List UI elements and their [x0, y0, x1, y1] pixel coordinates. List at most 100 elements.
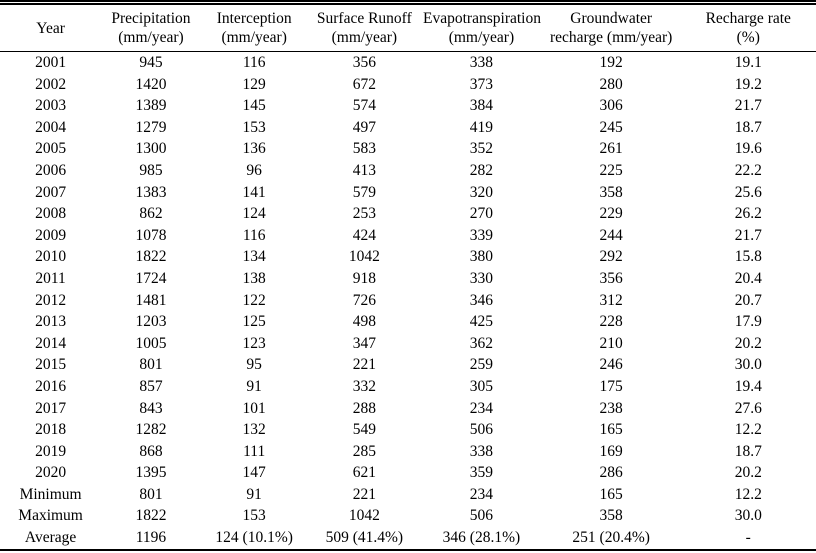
cell: 91: [246, 377, 262, 395]
column-header-recharge-rate: Recharge rate (%): [680, 2, 816, 52]
column-header-label: Surface Runoff: [316, 10, 412, 27]
row-label: 2008: [35, 205, 67, 223]
cell: 801: [139, 356, 163, 374]
row-label: 2014: [35, 334, 67, 352]
cell: 153: [242, 118, 266, 136]
cell: 579: [352, 183, 376, 201]
table-row-2020: 2020 1395 147 621 359 286 20.2: [0, 462, 816, 484]
cell: 234: [469, 485, 494, 503]
table-row-2017: 2017 843 101 288 234 238 27.6: [0, 398, 816, 420]
row-label: 2012: [35, 291, 67, 309]
table-row-2004: 2004 1279 153 497 419 245 18.7: [0, 117, 816, 139]
cell: 1383: [135, 183, 167, 201]
cell: 285: [352, 442, 376, 460]
cell: 111: [243, 442, 266, 460]
cell: 985: [139, 161, 163, 179]
cell: 26.2: [734, 205, 762, 223]
cell: 574: [352, 97, 376, 115]
cell: 918: [352, 269, 376, 287]
cell: 621: [352, 464, 376, 482]
cell: 384: [469, 97, 494, 115]
table-header: Year Precipitation (mm/year) Interception (m…: [0, 2, 816, 52]
cell: 726: [352, 291, 376, 309]
cell: 101: [242, 399, 266, 417]
column-header-evapotranspiration: Evapotranspiration (mm/year): [421, 2, 542, 52]
table-row-2019: 2019 868 111 285 338 169 18.7: [0, 441, 816, 463]
cell: 259: [469, 356, 494, 374]
cell: 1196: [135, 529, 167, 547]
cell: 138: [242, 269, 266, 287]
table-row-2015: 2015 801 95 221 259 246 30.0: [0, 354, 816, 376]
cell: 286: [599, 464, 623, 482]
row-label: 2013: [35, 313, 67, 331]
table-row-2012: 2012 1481 122 726 346 312 20.7: [0, 290, 816, 312]
cell: 147: [242, 464, 266, 482]
cell: 583: [352, 140, 376, 158]
row-label: 2006: [35, 161, 67, 179]
cell: 20.2: [734, 334, 762, 352]
cell: 312: [599, 291, 623, 309]
cell: 210: [599, 334, 623, 352]
cell: 358: [599, 183, 623, 201]
column-header-unit: recharge (mm/year): [549, 29, 673, 46]
row-label: 2011: [35, 269, 66, 287]
row-label: 2007: [35, 183, 67, 201]
cell: 1203: [135, 313, 167, 331]
cell: 509 (41.4%): [325, 529, 404, 547]
cell: 246: [599, 356, 623, 374]
row-label: 2020: [35, 464, 67, 482]
row-label: 2002: [35, 75, 67, 93]
cell: 306: [599, 97, 623, 115]
column-header-label: Recharge rate: [705, 10, 791, 27]
table-row-2007: 2007 1383 141 579 320 358 25.6: [0, 182, 816, 204]
table-row-2013: 2013 1203 125 498 425 228 17.9: [0, 311, 816, 333]
cell: 1300: [135, 140, 167, 158]
cell: 12.2: [734, 421, 762, 439]
table-row-average: Average 1196 124 (10.1%) 509 (41.4%) 346 (28…: [0, 527, 816, 550]
cell: 362: [469, 334, 494, 352]
cell: 153: [242, 507, 266, 525]
cell: 868: [139, 442, 163, 460]
cell: 251 (20.4%): [572, 529, 650, 547]
cell: 95: [246, 356, 262, 374]
cell: 169: [599, 442, 623, 460]
cell: 413: [352, 161, 376, 179]
cell: 122: [242, 291, 266, 309]
cell: 347: [352, 334, 376, 352]
column-header-unit: (mm/year): [331, 29, 398, 46]
table-row-2010: 2010 1822 134 1042 380 292 15.8: [0, 246, 816, 268]
cell: 330: [469, 269, 494, 287]
row-label: 2009: [35, 226, 67, 244]
cell: 1724: [135, 269, 167, 287]
column-header-label: Groundwater: [570, 10, 653, 27]
cell: 1042: [348, 248, 380, 266]
row-label: 2005: [35, 140, 67, 158]
cell: 261: [599, 140, 623, 158]
cell: 338: [469, 442, 494, 460]
cell: 1282: [135, 421, 167, 439]
cell: 221: [352, 485, 376, 503]
column-header-unit: (mm/year): [448, 29, 515, 46]
cell: 380: [469, 248, 494, 266]
cell: 123: [242, 334, 266, 352]
cell: 134: [242, 248, 266, 266]
cell: 228: [599, 313, 623, 331]
cell: 20.7: [734, 291, 762, 309]
table-row-2002: 2002 1420 129 672 373 280 19.2: [0, 74, 816, 96]
cell: 332: [352, 377, 376, 395]
cell: 498: [352, 313, 376, 331]
cell: 288: [352, 399, 376, 417]
cell: 22.2: [734, 161, 762, 179]
cell: 352: [469, 140, 494, 158]
cell: 245: [599, 118, 623, 136]
cell: 253: [352, 205, 376, 223]
cell: 280: [599, 75, 623, 93]
cell: 238: [599, 399, 623, 417]
column-header-unit: (%): [736, 29, 760, 46]
table-row-2008: 2008 862 124 253 270 229 26.2: [0, 203, 816, 225]
row-label: Maximum: [18, 507, 83, 525]
row-label: 2004: [35, 118, 67, 136]
table-row-2014: 2014 1005 123 347 362 210 20.2: [0, 333, 816, 355]
